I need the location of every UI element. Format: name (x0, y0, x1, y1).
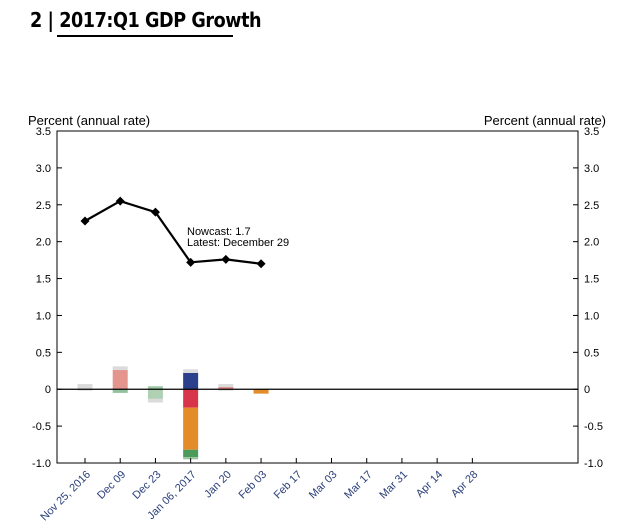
bar-segment-green (147, 386, 163, 390)
y-tick-label-right: 3.5 (584, 126, 599, 138)
bar-segment-orange (183, 407, 199, 450)
nowcast-point (221, 254, 231, 264)
bar-segment-pink (112, 370, 128, 390)
x-tick-label: Dec 09 (95, 469, 128, 502)
bar-segment-gray (112, 366, 128, 371)
x-tick-label: Feb 03 (236, 469, 269, 502)
nowcast-line (84, 199, 262, 265)
y-tick-label-left: 1.0 (36, 310, 51, 322)
y-tick-label-left: 3.0 (36, 163, 51, 175)
bar-segment-gray (183, 369, 199, 373)
y-axis-ticks: 3.5 3.5 3.0 3.0 2.5 2.5 2.0 2.0 1.5 1.5 1.0 1.0 0.5 0… (32, 126, 603, 470)
x-tick-label: Mar 31 (377, 469, 410, 502)
y-tick-label-left: 0.5 (36, 347, 51, 359)
title-underline (57, 35, 233, 37)
bar-segment-light_green (147, 389, 163, 399)
y-tick-label-left: 0 (45, 384, 51, 396)
x-tick-label: Mar 17 (342, 469, 375, 502)
page-number: 2 (30, 8, 42, 32)
contribution-bars (77, 366, 269, 460)
y-tick-label-right: 1.5 (584, 274, 599, 286)
nowcast-point (256, 259, 266, 269)
y-tick-label-right: 0 (584, 384, 590, 396)
y-tick-label-right: 1.0 (584, 310, 599, 322)
y-tick-label-left: -0.5 (32, 421, 51, 433)
y-tick-label-left: 1.5 (36, 274, 51, 286)
nowcast-annotation-line1: Nowcast: 1.7 (187, 226, 251, 238)
plot-area (56, 130, 579, 464)
nowcast-point (186, 257, 196, 267)
x-tick-label: Jan 20 (202, 469, 234, 501)
bar-segment-red (183, 389, 199, 408)
y-axis-label-left: Percent (annual rate) (28, 113, 150, 128)
y-tick-label-right: -0.5 (584, 421, 603, 433)
y-tick-label-left: 2.0 (36, 237, 51, 249)
x-tick-label: Apr 28 (449, 469, 480, 500)
y-tick-label-right: 0.5 (584, 347, 599, 359)
x-tick-label: Nov 25, 2016 (38, 469, 93, 524)
x-tick-label: Dec 23 (130, 469, 163, 502)
x-tick-label: Mar 03 (307, 469, 340, 502)
bar-segment-gray (77, 384, 93, 390)
nowcast-series (80, 196, 266, 269)
y-tick-label-right: 2.0 (584, 237, 599, 249)
bar-segment-gray (218, 389, 234, 391)
nowcast-point (150, 207, 160, 217)
bar-segment-navy (183, 372, 199, 390)
bar-segment-gray (218, 384, 234, 388)
y-tick-label-left: -1.0 (32, 458, 51, 470)
y-tick-label-left: 3.5 (36, 126, 51, 138)
bar-segment-orange (253, 389, 269, 394)
bar-segment-pink (218, 387, 234, 390)
chart-title: 2017:Q1 GDP Growth (59, 8, 262, 32)
bar-segment-green (112, 389, 128, 393)
y-tick-label-right: 3.0 (584, 163, 599, 175)
x-tick-label: Apr 14 (414, 469, 445, 500)
page-title: 2 | 2017:Q1 GDP Growth (30, 8, 262, 32)
nowcast-point (115, 196, 125, 206)
bar-segment-gray (77, 389, 93, 391)
x-tick-label: Feb 17 (272, 469, 305, 502)
bar-segment-gray (147, 398, 163, 403)
title-separator: | (47, 8, 54, 32)
nowcast-annotation-line2: Latest: December 29 (187, 237, 289, 249)
y-tick-label-right: 2.5 (584, 200, 599, 212)
y-tick-label-right: -1.0 (584, 458, 603, 470)
y-tick-label-left: 2.5 (36, 200, 51, 212)
nowcast-point (80, 216, 90, 226)
y-axis-label-right: Percent (annual rate) (484, 113, 606, 128)
bar-segment-green (183, 449, 199, 458)
